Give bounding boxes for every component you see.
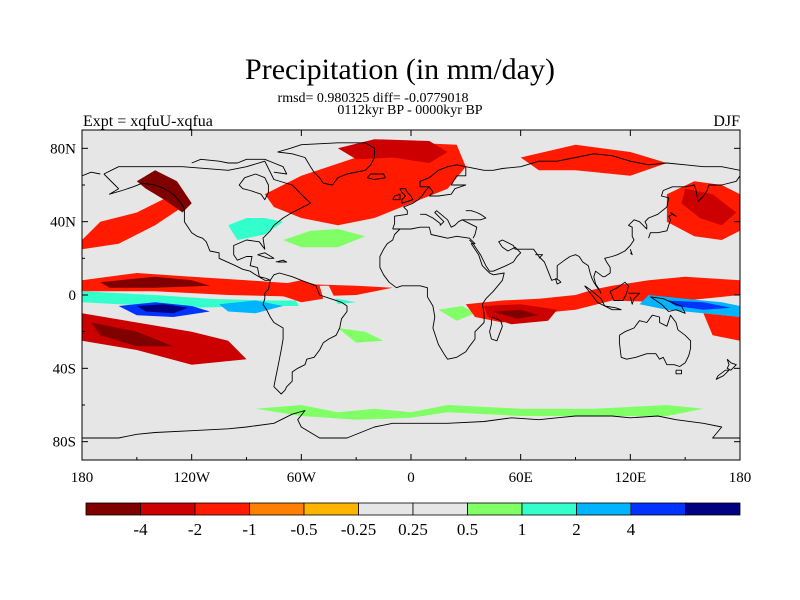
coastline-19 bbox=[715, 369, 730, 380]
colorbar-swatch-8 bbox=[521, 502, 577, 516]
anomaly-region-18 bbox=[337, 328, 384, 343]
coastline-4 bbox=[82, 171, 101, 177]
stats-line: rmsd= 0.980325 diff= -0.0779018 bbox=[277, 91, 469, 106]
colorbar-label-5: 0.25 bbox=[398, 520, 428, 539]
coastline-25 bbox=[238, 173, 269, 201]
anomaly-region-8 bbox=[283, 229, 366, 248]
x-tick-label-6: 180 bbox=[729, 470, 752, 486]
anomaly-region-10 bbox=[100, 276, 210, 288]
coastline-9 bbox=[648, 212, 677, 239]
colorbar: -4 -2 -1 -0.5 -0.25 0.25 0.5 1 2 4 bbox=[85, 502, 741, 539]
precip-anomaly-fills bbox=[82, 139, 740, 420]
anomaly-region-0 bbox=[82, 194, 183, 250]
anomaly-region-35 bbox=[301, 194, 347, 213]
anomaly-region-15 bbox=[82, 313, 247, 365]
anomaly-region-34 bbox=[520, 364, 576, 372]
colorbar-label-4: -0.25 bbox=[341, 520, 376, 539]
colorbar-swatch-11 bbox=[685, 502, 741, 516]
colorbar-label-7: 1 bbox=[518, 520, 527, 539]
coastline-16 bbox=[618, 314, 692, 367]
coastline-26 bbox=[191, 158, 288, 175]
anomaly-region-29 bbox=[255, 405, 704, 420]
x-tick-label-1: 120W bbox=[173, 470, 211, 486]
anomaly-region-27 bbox=[666, 300, 731, 310]
colorbar-swatch-4 bbox=[303, 502, 359, 516]
season-label: DJF bbox=[713, 113, 740, 130]
coastline-21 bbox=[399, 188, 414, 204]
y-tick-label-4: 80S bbox=[53, 435, 76, 451]
coastline-17 bbox=[675, 369, 682, 375]
anomaly-region-3 bbox=[337, 139, 448, 163]
coastline-2 bbox=[379, 226, 505, 360]
y-tick-label-1: 40N bbox=[50, 215, 76, 231]
coastline-18 bbox=[726, 358, 737, 371]
colorbar-swatch-9 bbox=[576, 502, 632, 516]
coastline-20 bbox=[489, 316, 503, 342]
coastline-5 bbox=[428, 166, 467, 197]
anomaly-region-32 bbox=[411, 170, 457, 189]
anomaly-region-20 bbox=[273, 280, 324, 303]
x-tick-label-0: 180 bbox=[71, 470, 94, 486]
coastline-15 bbox=[650, 296, 686, 314]
coastline-23 bbox=[366, 173, 386, 180]
anomaly-region-17 bbox=[301, 322, 448, 347]
anomaly-region-25 bbox=[493, 309, 539, 319]
coastline-12 bbox=[604, 305, 622, 311]
y-tick-label-3: 40S bbox=[53, 361, 76, 377]
coastline-6 bbox=[420, 210, 478, 239]
x-tick-label-2: 60W bbox=[287, 470, 317, 486]
x-tick-label-4: 60E bbox=[509, 470, 533, 486]
coastline-13 bbox=[609, 281, 629, 301]
coastline-3 bbox=[392, 153, 740, 230]
anomaly-region-22 bbox=[438, 306, 475, 321]
colorbar-swatch-2 bbox=[194, 502, 250, 516]
colorbar-label-8: 2 bbox=[572, 520, 581, 539]
coastline-14 bbox=[628, 292, 640, 305]
anomaly-region-1 bbox=[136, 170, 192, 213]
x-tick-label-5: 120E bbox=[614, 470, 646, 486]
colorbar-swatch-0 bbox=[85, 502, 141, 516]
coastline-30 bbox=[535, 254, 544, 259]
colorbar-label-6: 0.5 bbox=[457, 520, 478, 539]
coastlines bbox=[82, 142, 740, 439]
coastline-29 bbox=[82, 410, 740, 439]
anomaly-region-13 bbox=[136, 304, 188, 314]
coastline-27 bbox=[257, 252, 275, 259]
map-axes: 180 120W 60W 0 60E 120E 180 80N 40N 0 40S 80S bbox=[50, 130, 751, 486]
anomaly-region-6 bbox=[681, 188, 737, 226]
colorbar-swatch-3 bbox=[249, 502, 305, 516]
coastline-10 bbox=[629, 249, 633, 256]
figure-title: Precipitation (in mm/day) bbox=[245, 53, 555, 86]
colorbar-label-1: -2 bbox=[188, 520, 202, 539]
colorbar-label-3: -0.5 bbox=[291, 520, 318, 539]
anomaly-region-28 bbox=[703, 313, 740, 341]
colorbar-swatch-6 bbox=[412, 502, 468, 516]
coastline-1 bbox=[262, 272, 348, 395]
x-tick-label-3: 0 bbox=[407, 470, 415, 486]
y-tick-label-0: 80N bbox=[50, 141, 76, 157]
coastline-22 bbox=[392, 193, 401, 201]
coastline-8 bbox=[469, 175, 740, 294]
y-tick-label-2: 0 bbox=[69, 288, 77, 304]
coastline-24 bbox=[277, 142, 375, 186]
anomaly-region-4 bbox=[520, 144, 667, 176]
colorbar-label-9: 4 bbox=[627, 520, 636, 539]
anomaly-region-16 bbox=[91, 322, 174, 347]
experiment-label: Expt = xqfuU-xqfua bbox=[83, 113, 213, 130]
coastline-7 bbox=[462, 210, 487, 221]
colorbar-swatch-5 bbox=[358, 502, 414, 516]
colorbar-swatch-1 bbox=[140, 502, 196, 516]
coastline-0 bbox=[103, 160, 311, 281]
coastline-28 bbox=[275, 259, 288, 263]
colorbar-swatch-7 bbox=[467, 502, 523, 516]
colorbar-label-0: -4 bbox=[133, 520, 148, 539]
anomaly-region-7 bbox=[228, 218, 284, 240]
colorbar-label-2: -1 bbox=[242, 520, 256, 539]
colorbar-swatch-10 bbox=[630, 502, 686, 516]
coastline-31 bbox=[554, 278, 562, 285]
anomaly-region-31 bbox=[365, 375, 411, 383]
period-line: 0112kyr BP - 0000kyr BP bbox=[337, 103, 483, 118]
